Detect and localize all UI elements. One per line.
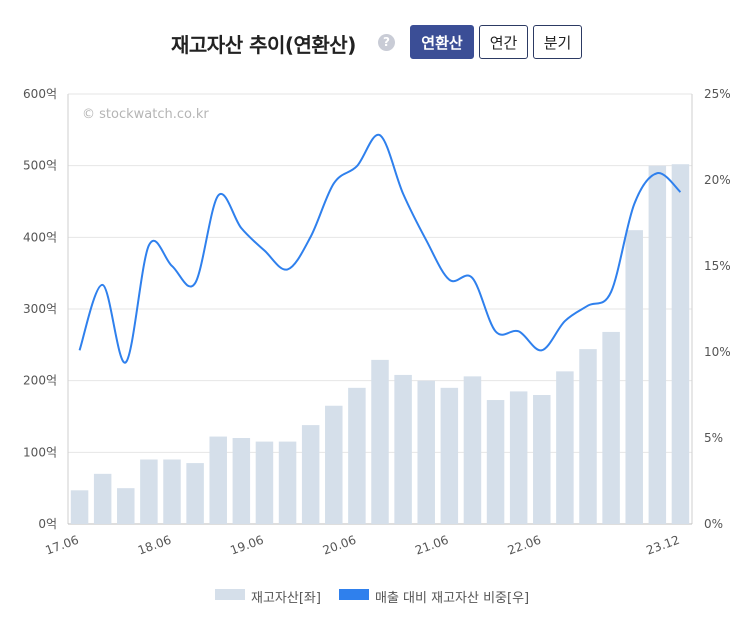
- line-series: [78, 133, 682, 364]
- bar: [163, 459, 181, 524]
- bar: [93, 473, 112, 524]
- legend-bar-swatch[interactable]: [215, 589, 245, 600]
- annual-button[interactable]: 연간: [479, 25, 528, 59]
- bar: [417, 380, 435, 524]
- left-axis-tick-label: 0억: [38, 517, 57, 531]
- legend-line-swatch[interactable]: [339, 589, 369, 600]
- x-axis-tick-label: 19.06: [228, 533, 265, 558]
- bar: [255, 441, 274, 524]
- left-axis-tick-label: 200억: [23, 374, 57, 388]
- bar: [533, 395, 551, 524]
- left-axis-tick-label: 100억: [23, 445, 57, 459]
- right-axis-tick-label: 10%: [704, 345, 731, 359]
- bar: [440, 387, 459, 524]
- left-axis-tick-label: 500억: [23, 159, 57, 173]
- bar: [232, 438, 251, 524]
- x-axis-tick-label: 18.06: [136, 533, 173, 558]
- bar: [463, 376, 482, 524]
- bar-series: [70, 164, 690, 524]
- left-axis-tick-label: 400억: [23, 230, 57, 244]
- right-axis-tick-label: 25%: [704, 87, 731, 101]
- chart-header: 재고자산 추이(연환산) ? 연환산 연간 분기: [0, 24, 738, 62]
- bar: [140, 459, 158, 524]
- x-axis-ticks: 17.06 18.06 19.06 20.06 21.06 22.06 23.12: [44, 533, 682, 558]
- bar: [579, 349, 597, 524]
- question-circle-icon[interactable]: ?: [378, 34, 395, 51]
- bar: [671, 164, 690, 524]
- bar: [648, 165, 667, 524]
- chart-legend: 재고자산[좌] 매출 대비 재고자산 비중[우]: [0, 587, 738, 606]
- bar: [117, 488, 135, 524]
- bar: [301, 425, 320, 524]
- bar: [509, 391, 528, 524]
- series-line: [78, 133, 682, 364]
- right-axis-tick-label: 20%: [704, 173, 731, 187]
- x-axis-tick-label: 23.12: [644, 533, 681, 558]
- legend-line-label[interactable]: 매출 대비 재고자산 비중[우]: [375, 591, 530, 606]
- bar: [486, 400, 505, 524]
- bar: [602, 331, 620, 524]
- page-title: 재고자산 추이(연환산): [171, 33, 356, 57]
- left-axis-tick-label: 600억: [23, 87, 57, 101]
- right-axis-ticks: 0% 5% 10% 15% 20% 25%: [704, 87, 731, 531]
- bar: [371, 359, 389, 524]
- x-axis-tick-label: 22.06: [506, 533, 543, 558]
- bar: [556, 371, 574, 524]
- watermark: © stockwatch.co.kr: [82, 107, 209, 122]
- bar: [209, 436, 227, 524]
- bar: [70, 490, 89, 524]
- bar: [325, 405, 343, 524]
- bar: [278, 441, 297, 524]
- left-axis-tick-label: 300억: [23, 302, 57, 316]
- right-axis-tick-label: 15%: [704, 259, 731, 273]
- right-axis-tick-label: 5%: [704, 431, 723, 445]
- annualized-button[interactable]: 연환산: [410, 25, 474, 59]
- x-axis-tick-label: 20.06: [321, 533, 358, 558]
- x-axis-tick-label: 21.06: [413, 533, 450, 558]
- bar: [394, 374, 412, 524]
- quarterly-button[interactable]: 분기: [533, 25, 582, 59]
- x-axis-tick-label: 17.06: [44, 533, 81, 558]
- left-axis-ticks: 0억 100억 200억 300억 400억 500억 600억: [23, 87, 57, 531]
- bar: [186, 463, 204, 524]
- legend-bar-label[interactable]: 재고자산[좌]: [251, 591, 321, 606]
- bar: [625, 230, 643, 524]
- bar: [348, 387, 366, 524]
- right-axis-tick-label: 0%: [704, 517, 723, 531]
